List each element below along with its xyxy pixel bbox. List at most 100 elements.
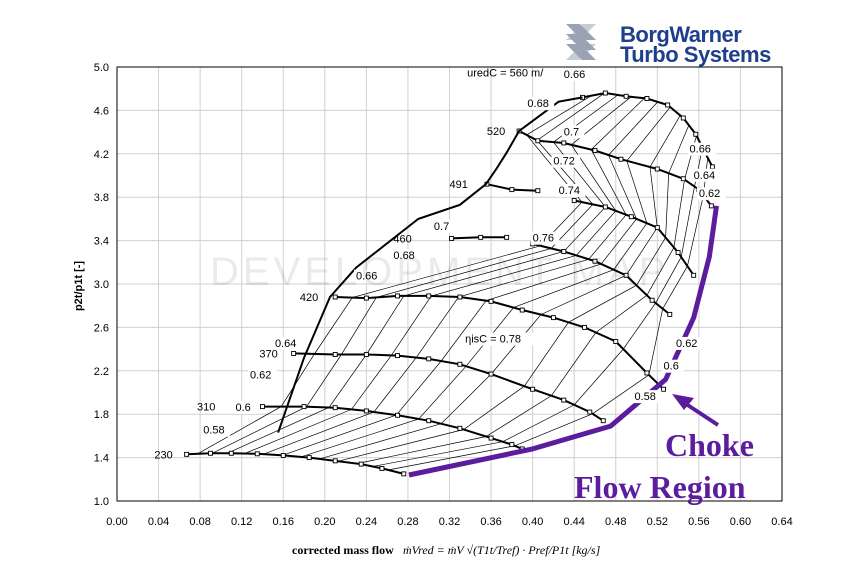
- speed-line-460: [532, 242, 671, 316]
- watermark: DEVELOPMENT MAP: [210, 250, 669, 294]
- x-tick-label: 0.56: [688, 516, 709, 528]
- speed-point: [395, 353, 400, 359]
- speed-point: [509, 187, 515, 193]
- efficiency-label: 0.64: [275, 338, 296, 350]
- speed-point: [457, 294, 463, 300]
- efficiency-label: 0.7: [434, 221, 449, 233]
- speed-point: [184, 451, 190, 457]
- speed-point: [395, 293, 400, 299]
- speed-point: [550, 315, 556, 321]
- speed-point: [654, 166, 660, 172]
- efficiency-contour: [212, 92, 605, 454]
- efficiency-contour: [372, 147, 703, 467]
- choke-label-line-2: Flow Region: [574, 469, 746, 505]
- speed-point: [709, 164, 715, 170]
- label-bg: [463, 332, 536, 346]
- speed-label: 370: [259, 348, 277, 360]
- efficiency-label: 0.62: [676, 338, 697, 350]
- label-bg: [556, 183, 586, 197]
- speed-point: [680, 176, 686, 182]
- speed-point: [254, 451, 260, 457]
- speed-point: [509, 442, 515, 448]
- speed-point: [332, 352, 338, 357]
- efficiency-contour: [388, 157, 709, 471]
- efficiency-label: 0.74: [559, 185, 580, 197]
- efficiency-contour: [338, 125, 690, 462]
- limit-lines: [277, 96, 719, 478]
- speed-point: [301, 404, 307, 410]
- speed-point: [587, 409, 593, 415]
- speed-point: [358, 461, 364, 467]
- label-bg: [431, 219, 455, 233]
- speed-point: [332, 405, 338, 411]
- speed-point: [208, 450, 213, 456]
- speed-point: [708, 203, 714, 209]
- x-tick-label: 0.00: [106, 516, 127, 528]
- label-bg: [272, 336, 302, 350]
- speed-point: [363, 295, 369, 301]
- borgwarner-logo: BorgWarner Turbo Systems: [566, 22, 772, 67]
- label-bg: [661, 359, 685, 373]
- speed-point: [628, 214, 634, 220]
- speed-line-230: [186, 452, 405, 475]
- x-tick-label: 0.04: [148, 516, 169, 528]
- label-bg: [551, 154, 581, 168]
- speed-point: [561, 248, 567, 254]
- brand-line-2: Turbo Systems: [620, 42, 771, 67]
- speed-label: 460: [393, 233, 411, 245]
- speed-point: [644, 96, 650, 101]
- speed-point: [623, 93, 629, 99]
- efficiency-contour: [263, 97, 645, 455]
- speed-point: [291, 350, 297, 356]
- speed-point: [426, 418, 432, 424]
- speed-point: [535, 188, 541, 194]
- label-bg: [201, 423, 231, 437]
- label-bg: [561, 67, 591, 81]
- speed-point: [561, 397, 567, 403]
- speed-point: [379, 466, 385, 471]
- x-tick-label: 0.08: [189, 516, 210, 528]
- speed-point: [571, 198, 577, 203]
- speed-point: [691, 272, 697, 278]
- speed-point: [280, 452, 286, 458]
- x-tick-label: 0.64: [771, 516, 792, 528]
- y-tick-label: 1.4: [94, 453, 109, 465]
- speed-point: [600, 418, 606, 424]
- efficiency-contour: [356, 135, 697, 464]
- speed-line-310: [262, 405, 523, 450]
- y-tick-label: 5.0: [94, 62, 109, 74]
- efficiency-label: 0.62: [250, 369, 271, 381]
- speed-point: [665, 102, 671, 108]
- y-tick-label: 2.2: [94, 366, 109, 378]
- x-tick-label: 0.48: [605, 516, 626, 528]
- choke-line: [408, 205, 719, 478]
- speed-point: [618, 156, 624, 162]
- surge-line: [277, 96, 583, 433]
- y-tick-label: 3.4: [94, 236, 109, 248]
- speed-point: [592, 148, 598, 153]
- efficiency-label: 0.58: [634, 391, 655, 403]
- speed-point: [613, 339, 619, 344]
- efficiency-label: ηisC = 0.78: [465, 334, 521, 346]
- speed-point: [623, 272, 629, 278]
- x-tick-label: 0.44: [563, 516, 584, 528]
- speed-point: [228, 450, 234, 456]
- efficiency-label: 0.66: [690, 144, 711, 156]
- speed-point: [602, 90, 608, 96]
- speed-point: [602, 204, 608, 210]
- speed-point: [649, 297, 655, 303]
- speed-line-370: [293, 352, 604, 422]
- speed-point: [561, 140, 567, 146]
- label-bg: [525, 97, 555, 111]
- label-bg: [674, 336, 703, 350]
- efficiency-contour: [319, 115, 681, 460]
- speed-point: [675, 250, 681, 255]
- choke-label-line-1: Choke: [665, 427, 754, 463]
- speed-point: [488, 298, 494, 304]
- logo-mark-icon: [566, 24, 596, 60]
- efficiency-label: 0.76: [533, 233, 554, 245]
- y-tick-label: 1.8: [94, 409, 109, 421]
- speed-point: [457, 361, 463, 367]
- y-tick-label: 4.2: [94, 149, 109, 161]
